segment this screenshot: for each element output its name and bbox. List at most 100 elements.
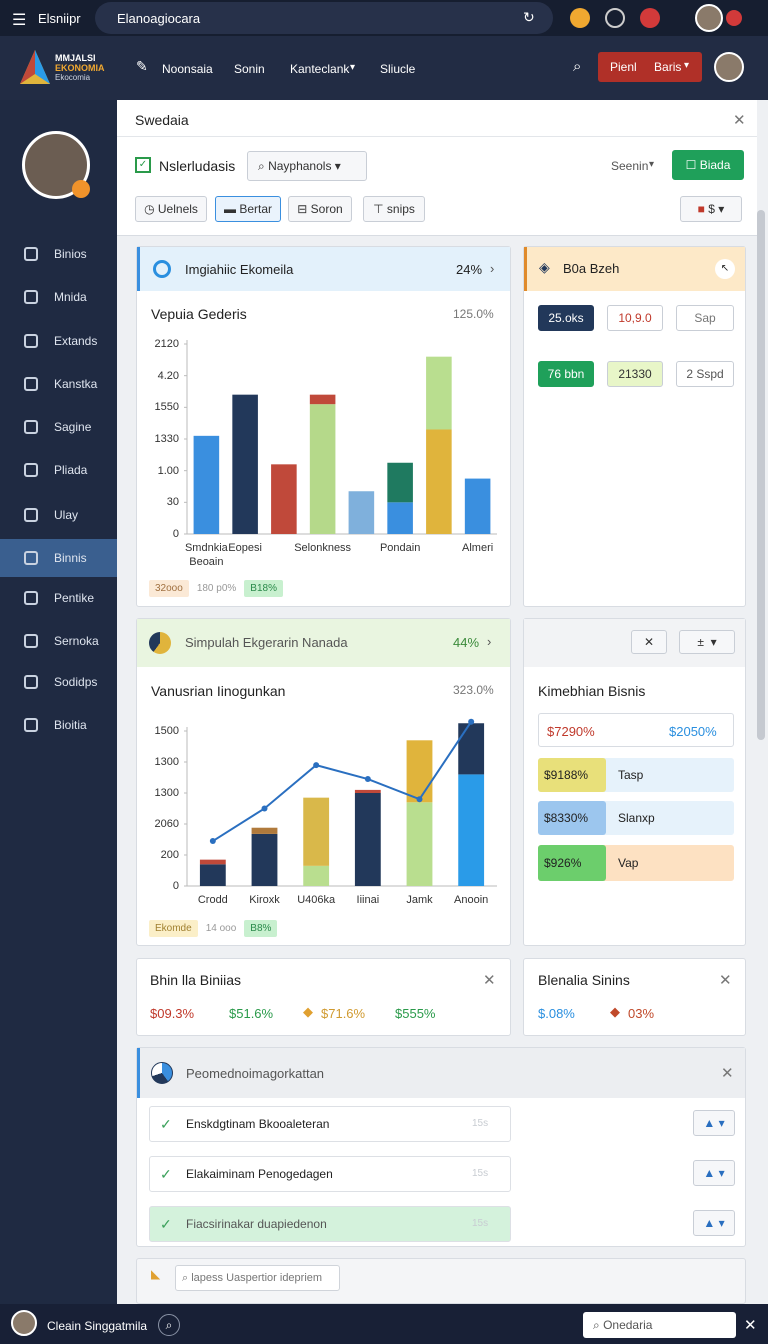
bar [464, 478, 491, 534]
summary-card: Bhin lla Biniias ✕ $09.3% $51.6% ◆ $71.6… [136, 958, 511, 1036]
stat-button[interactable]: 10,9.0 [607, 305, 663, 331]
row-text: Vap [618, 856, 639, 870]
bar [309, 394, 336, 405]
chart-annotation: 323.0% [453, 683, 494, 697]
user-name: Cleain Singgatmila [47, 1319, 148, 1333]
task-dropdown[interactable]: ▲ ▾ [693, 1210, 735, 1236]
tab-label: Soron [310, 202, 343, 216]
chart-plot [184, 718, 497, 887]
sidebar-item[interactable]: Sodidps [0, 663, 117, 701]
filter-label: Nslerludasis [159, 158, 236, 174]
action-button[interactable]: ☐ Biada [672, 150, 744, 180]
currency-dropdown[interactable]: ■ $ ▾ [680, 196, 742, 222]
nav-link[interactable]: Sonin [234, 62, 265, 76]
ext-icon [640, 8, 660, 28]
avatar [695, 4, 723, 32]
sidebar-item[interactable]: Kanstka [0, 365, 117, 403]
task-label: Elakaiminam Penogedagen [186, 1167, 333, 1181]
tab[interactable]: ⊟ Soron [288, 196, 352, 222]
task-item[interactable]: ✓ Elakaiminam Penogedagen 15s [149, 1156, 511, 1192]
task-item[interactable]: ✓ Enskdgtinam Bkooaleteran 15s [149, 1106, 511, 1142]
stat-button[interactable]: 21330 [607, 361, 663, 387]
card-action[interactable]: ↖ [715, 259, 735, 279]
stat-button[interactable]: Sap [676, 305, 734, 331]
bar [193, 435, 220, 534]
close-button[interactable]: ✕ [631, 630, 667, 654]
task-item[interactable]: ✓ Fiacsirinakar duapiedenon 15s [149, 1206, 511, 1242]
sidebar: Binios Mnida Extands Kanstka Sagine Pliada Ula… [0, 100, 117, 1304]
chart: 0 30 1.00 1330 1550 4.20 2120 Smdnkia Beoain Eop… [137, 331, 512, 571]
stat-card: ◈ B0a Bzeh ↖ 25.oks 10,9.0 Sap 76 bbn 21… [523, 246, 746, 607]
search-card: ◣ ⌕ lapess Uaspertior idepriem [136, 1258, 746, 1304]
sidebar-item[interactable]: Pentike [0, 579, 117, 617]
sidebar-item[interactable]: Ulay [0, 496, 117, 534]
search-button[interactable]: ⌕ [158, 1314, 180, 1336]
search-icon[interactable]: ⌕ [573, 58, 582, 75]
tab[interactable]: ▬ Bertar [215, 196, 281, 222]
stat-button[interactable]: 76 bbn [538, 361, 594, 387]
x-tick-label: Jamk [406, 894, 433, 906]
sidebar-label: Sernoka [54, 634, 99, 648]
task-meta: 15s [472, 1168, 489, 1179]
tab[interactable]: ◷ Uelnels [135, 196, 207, 222]
bar [303, 797, 330, 866]
stat-button[interactable]: 2 Sspd [676, 361, 734, 387]
task-dropdown[interactable]: ▲ ▾ [693, 1160, 735, 1186]
chart-title: Vanusrian Iinogunkan [151, 683, 286, 699]
stat-button[interactable]: 25.oks [538, 305, 594, 331]
card-title: Blenalia Sinins [538, 972, 630, 988]
sidebar-item[interactable]: Mnida [0, 278, 117, 316]
tab-label: snips [386, 202, 415, 216]
chip: 32ooo [149, 580, 189, 597]
close-icon[interactable]: ✕ [719, 972, 732, 989]
search-text: lapess Uaspertior idepriem [191, 1272, 323, 1284]
sidebar-item[interactable]: Sernoka [0, 622, 117, 660]
sidebar-label: Sodidps [54, 675, 98, 689]
summary-value: $.08% [538, 1006, 575, 1021]
sidebar-icon [24, 634, 38, 648]
adjust-dropdown[interactable]: ± ▾ [679, 630, 735, 654]
search-dropdown[interactable]: ⌕ Nayphanols ▾ [247, 151, 367, 181]
x-tick-label: Crodd [197, 894, 228, 906]
sidebar-item[interactable]: Binios [0, 235, 117, 273]
nav-link[interactable]: Noonsaia [162, 62, 213, 76]
nav-button[interactable]: Pienl Baris ▾ [598, 52, 702, 82]
nav-link[interactable]: Sliucle [380, 62, 416, 76]
sidebar-label: Kanstka [54, 377, 98, 391]
sidebar-item[interactable]: Bioitia [0, 706, 117, 744]
caret: ▾ [350, 62, 356, 73]
row: $9188% Tasp [538, 758, 734, 792]
ext-icon [605, 8, 625, 28]
element [20, 50, 35, 84]
sidebar-item[interactable]: Extands [0, 322, 117, 360]
row-badge: $8330% [538, 801, 606, 835]
y-tick-label: 1.00 [157, 464, 179, 477]
sidebar-label: Pentike [54, 591, 95, 605]
task-meta: 15s [472, 1218, 489, 1229]
sort-label[interactable]: Seenin [611, 159, 649, 173]
bar [251, 827, 278, 834]
search-input[interactable]: ⌕ lapess Uaspertior idepriem [175, 1265, 340, 1291]
list-card: ✕ ± ▾ Kimebhian Bisnis $7290% $2050% $91… [523, 618, 746, 946]
avatar [714, 52, 744, 82]
tab[interactable]: ⊤ snips [363, 196, 425, 222]
address-bar[interactable]: Elanoagiocara ↻ [95, 2, 553, 34]
close-icon[interactable]: ✕ [721, 1065, 734, 1082]
chart-annotation: 125.0% [453, 307, 494, 321]
task-dropdown[interactable]: ▲ ▾ [693, 1110, 735, 1136]
search-input[interactable]: ⌕ Onedaria [583, 1312, 736, 1338]
row-badge: $9188% [538, 758, 606, 792]
menu-icon[interactable]: ☰ [12, 12, 27, 29]
close-icon[interactable]: ✕ [483, 972, 496, 989]
tab-label: Uelnels [157, 202, 198, 216]
card-header-value: 24% [456, 262, 483, 277]
sidebar-item[interactable]: Sagine [0, 408, 117, 446]
sidebar-item[interactable]: Pliada [0, 451, 117, 489]
nav-link[interactable]: Kanteclank [290, 62, 350, 76]
close-icon[interactable]: ✕ [744, 1317, 757, 1334]
sidebar-item[interactable]: Binnis [0, 539, 117, 577]
card-header-title: B0a Bzeh [563, 261, 620, 276]
close-icon[interactable]: ✕ [733, 112, 746, 129]
row-text: Tasp [618, 768, 644, 782]
line-point [313, 762, 320, 769]
